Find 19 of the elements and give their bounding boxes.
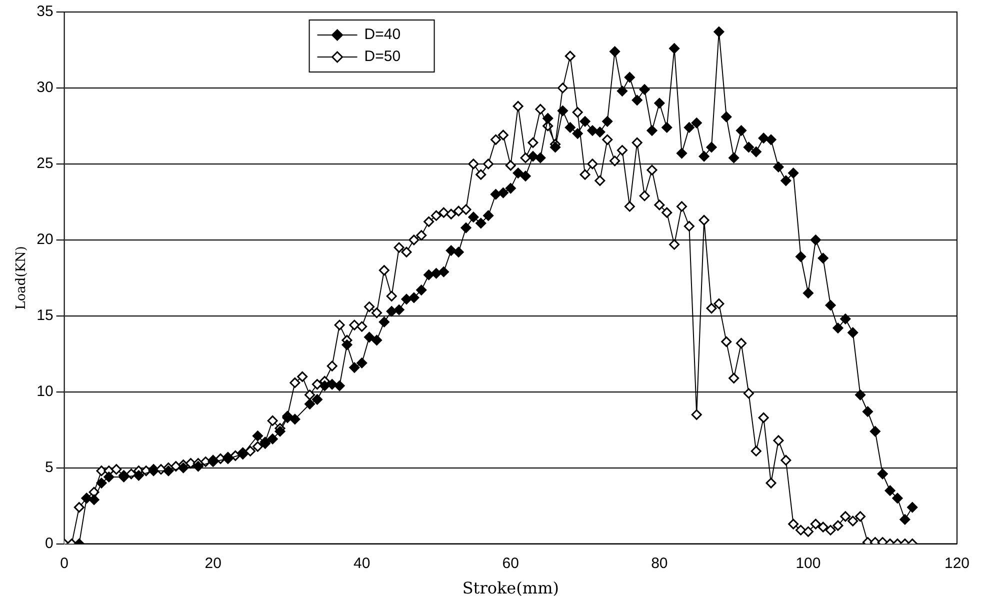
legend-label: D=40 <box>364 26 401 44</box>
x-tick-label: 80 <box>651 554 668 572</box>
legend-label: D=50 <box>364 48 401 66</box>
x-tick-label: 20 <box>204 554 222 572</box>
y-tick-label: 10 <box>36 383 54 400</box>
x-tick-label: 100 <box>796 554 821 572</box>
x-tick-label: 0 <box>60 554 68 572</box>
x-tick-label: 40 <box>354 554 370 572</box>
x-tick-label: 60 <box>502 554 519 572</box>
x-axis-title: Stroke(mm) <box>462 578 559 598</box>
y-tick-label: 25 <box>36 155 54 172</box>
y-tick-label: 0 <box>44 534 54 552</box>
y-tick-label: 30 <box>36 79 54 96</box>
x-tick-label: 120 <box>944 554 970 572</box>
y-axis-title: Load(KN) <box>14 246 30 310</box>
y-tick-label: 15 <box>36 307 54 324</box>
y-tick-label: 5 <box>44 458 54 476</box>
y-tick-label: 35 <box>36 3 54 20</box>
y-tick-label: 20 <box>36 231 54 248</box>
